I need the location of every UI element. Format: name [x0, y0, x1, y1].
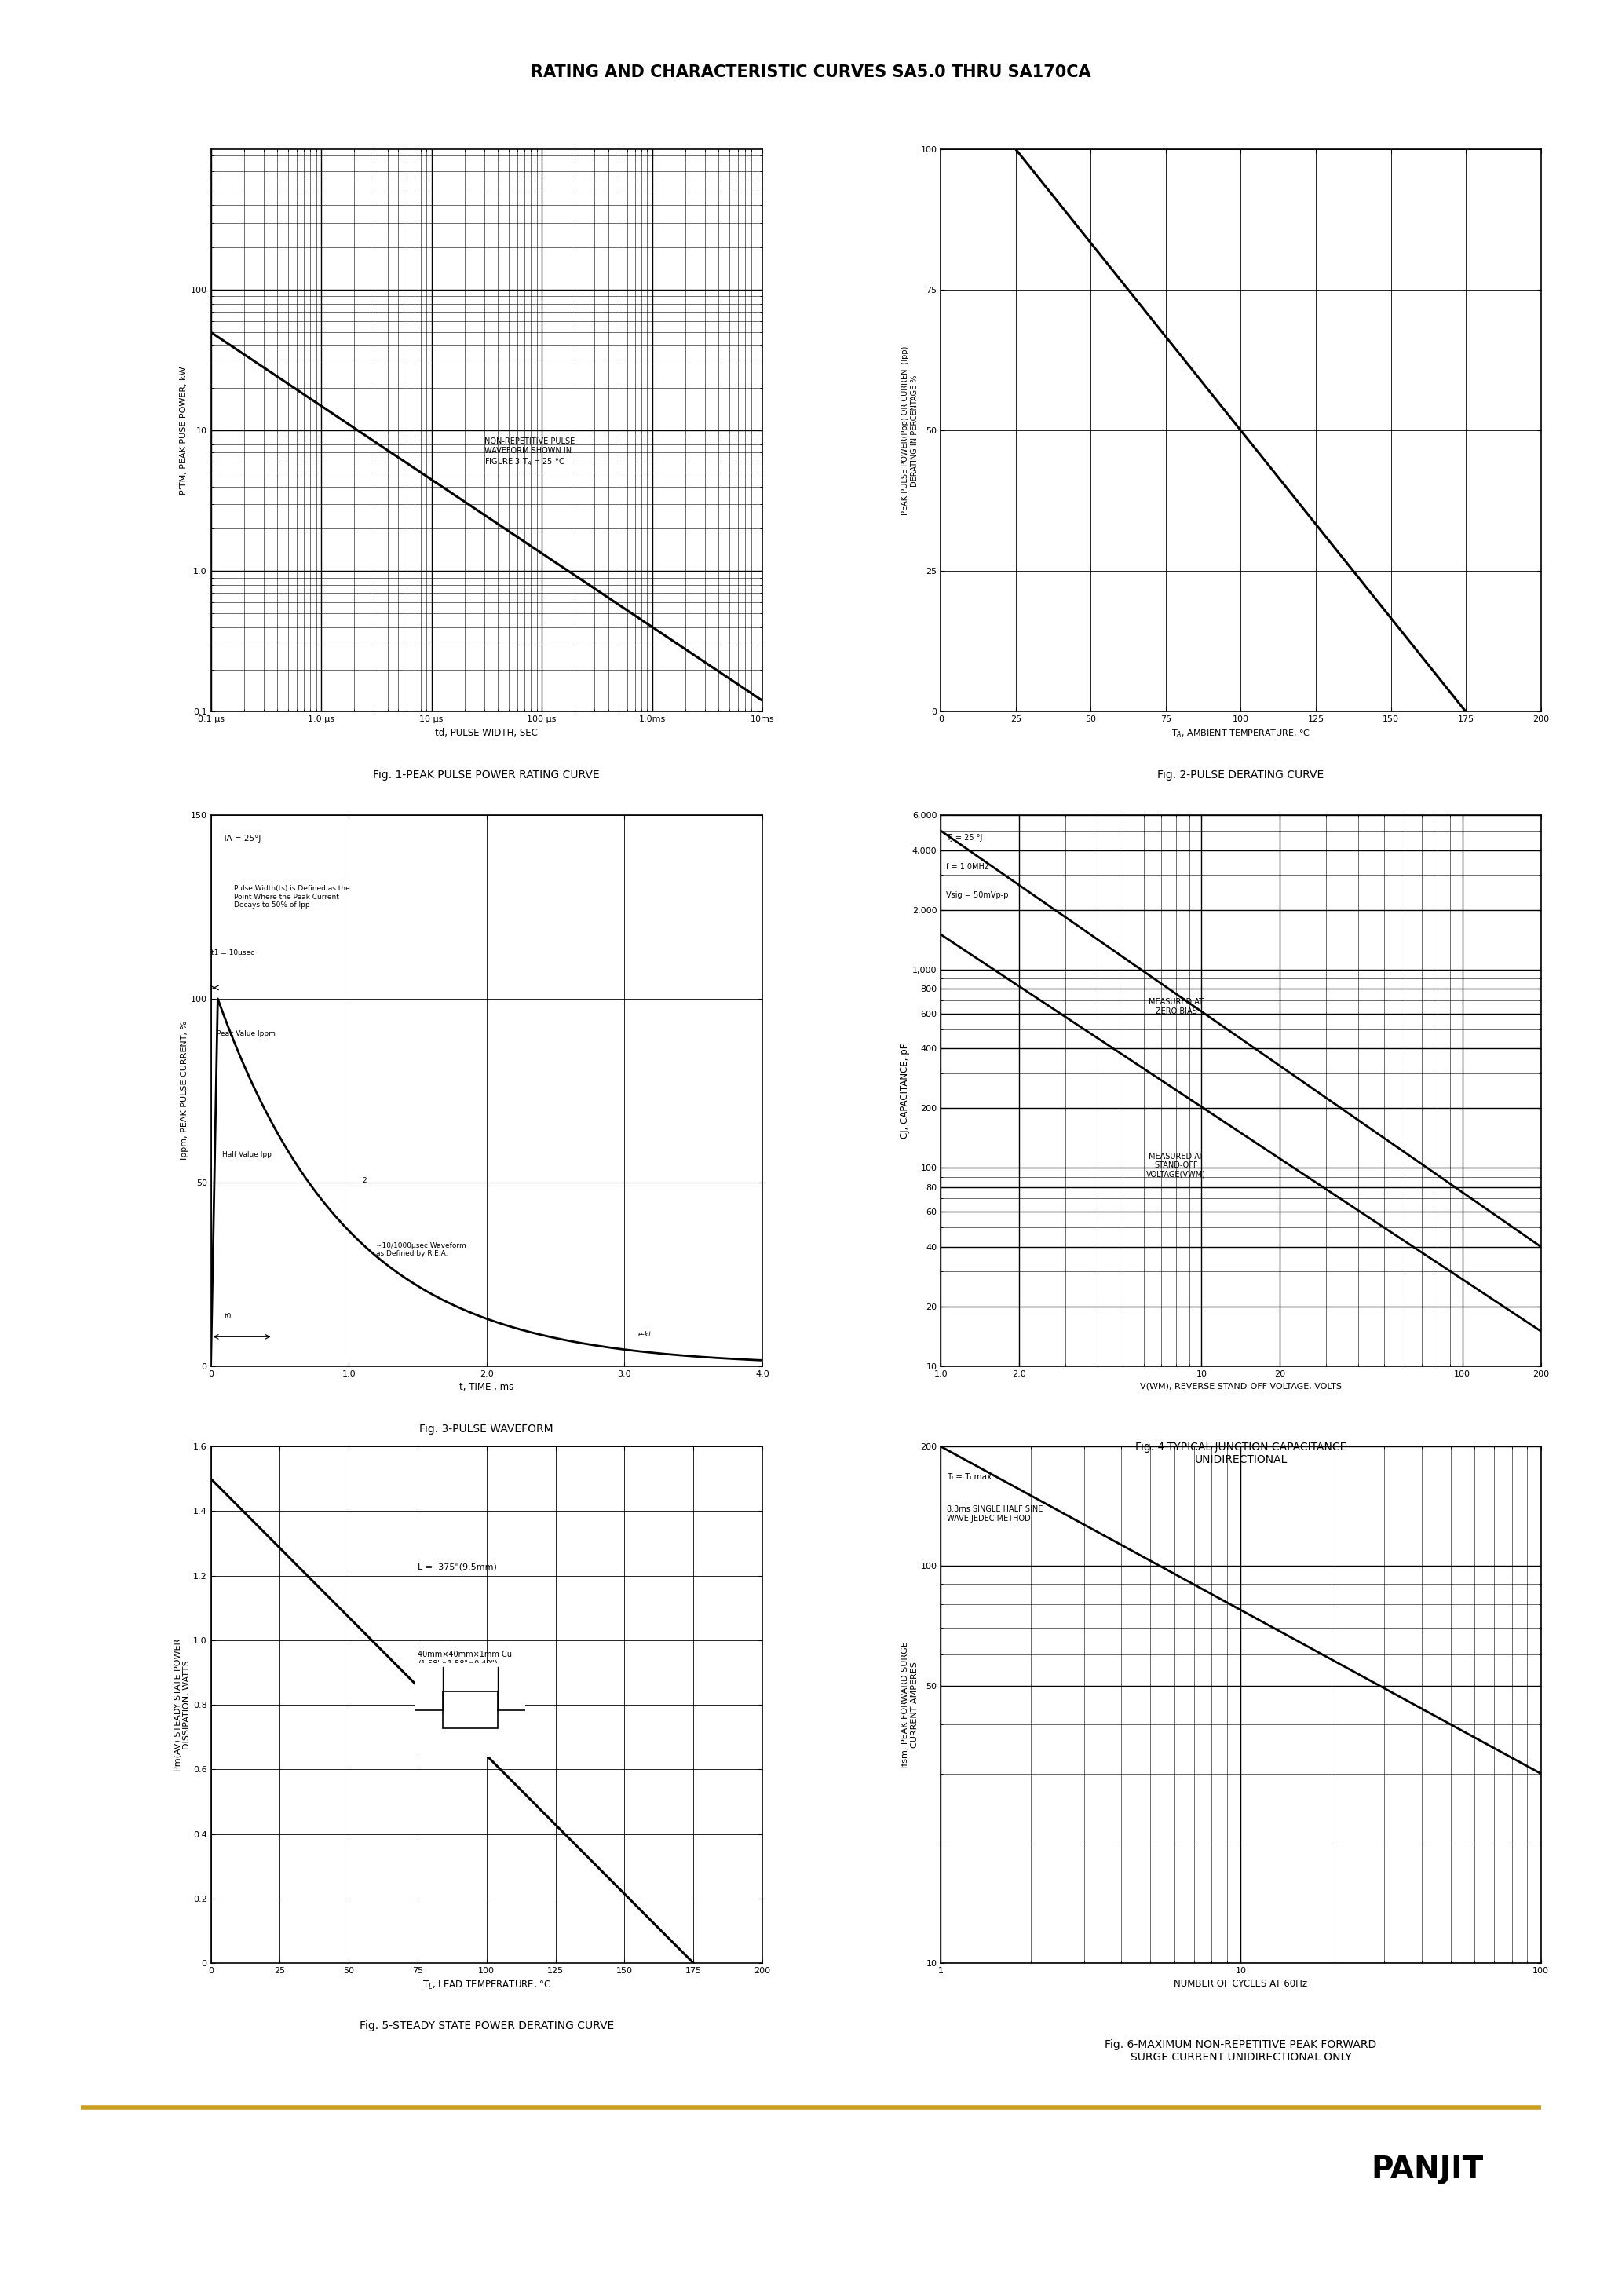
- X-axis label: td, PULSE WIDTH, SEC: td, PULSE WIDTH, SEC: [435, 728, 539, 737]
- Text: e-kt: e-kt: [639, 1332, 652, 1339]
- Text: RATING AND CHARACTERISTIC CURVES SA5.0 THRU SA170CA: RATING AND CHARACTERISTIC CURVES SA5.0 T…: [530, 64, 1092, 80]
- Text: Fig. 5-STEADY STATE POWER DERATING CURVE: Fig. 5-STEADY STATE POWER DERATING CURVE: [360, 2020, 613, 2032]
- X-axis label: T$_A$, AMBIENT TEMPERATURE, °C: T$_A$, AMBIENT TEMPERATURE, °C: [1171, 728, 1311, 739]
- Y-axis label: P'TM, PEAK PUSE POWER, kW: P'TM, PEAK PUSE POWER, kW: [180, 367, 187, 494]
- Text: Fig. 2-PULSE DERATING CURVE: Fig. 2-PULSE DERATING CURVE: [1158, 769, 1324, 781]
- X-axis label: T$_L$, LEAD TEMPERATURE, °C: T$_L$, LEAD TEMPERATURE, °C: [422, 1979, 551, 1991]
- Text: t0: t0: [224, 1313, 232, 1320]
- X-axis label: NUMBER OF CYCLES AT 60Hz: NUMBER OF CYCLES AT 60Hz: [1174, 1979, 1307, 1988]
- Y-axis label: Pm(AV) STEADY STATE POWER
DISSIPATION, WATTS: Pm(AV) STEADY STATE POWER DISSIPATION, W…: [174, 1639, 191, 1770]
- Text: 40mm×40mm×1mm Cu
(1.58"×1.58"×0.40"): 40mm×40mm×1mm Cu (1.58"×1.58"×0.40"): [418, 1651, 513, 1667]
- Text: TA = 25°J: TA = 25°J: [222, 833, 261, 843]
- Text: TJ = 25 °J: TJ = 25 °J: [946, 833, 983, 840]
- X-axis label: V(WM), REVERSE STAND-OFF VOLTAGE, VOLTS: V(WM), REVERSE STAND-OFF VOLTAGE, VOLTS: [1140, 1382, 1341, 1389]
- Text: 2: 2: [363, 1178, 367, 1185]
- Text: L = .375"(9.5mm): L = .375"(9.5mm): [418, 1564, 496, 1570]
- Y-axis label: CJ, CAPACITANCE, pF: CJ, CAPACITANCE, pF: [900, 1042, 910, 1139]
- Text: PANJIT: PANJIT: [1371, 2156, 1484, 2183]
- Text: Tₗ = Tₗ max: Tₗ = Tₗ max: [947, 1474, 993, 1481]
- X-axis label: t, TIME , ms: t, TIME , ms: [459, 1382, 514, 1391]
- Text: Pulse Width(ts) is Defined as the
Point Where the Peak Current
Decays to 50% of : Pulse Width(ts) is Defined as the Point …: [234, 884, 350, 909]
- Text: Fig. 3-PULSE WAVEFORM: Fig. 3-PULSE WAVEFORM: [420, 1424, 553, 1435]
- Text: Fig. 4-TYPICAL JUNCTION CAPACITANCE
UNIDIRECTIONAL: Fig. 4-TYPICAL JUNCTION CAPACITANCE UNID…: [1135, 1442, 1346, 1465]
- Text: MEASURED AT
ZERO BIAS: MEASURED AT ZERO BIAS: [1148, 999, 1204, 1015]
- Text: Half Value Ipp: Half Value Ipp: [222, 1150, 271, 1157]
- Text: Peak Value Ippm: Peak Value Ippm: [216, 1031, 276, 1038]
- Text: 8.3ms SINGLE HALF SINE
WAVE JEDEC METHOD: 8.3ms SINGLE HALF SINE WAVE JEDEC METHOD: [947, 1506, 1043, 1522]
- Text: ~10/1000μsec Waveform
as Defined by R.E.A.: ~10/1000μsec Waveform as Defined by R.E.…: [376, 1242, 467, 1258]
- Text: f = 1.0MHz: f = 1.0MHz: [946, 863, 988, 870]
- Text: Fig. 6-MAXIMUM NON-REPETITIVE PEAK FORWARD
SURGE CURRENT UNIDIRECTIONAL ONLY: Fig. 6-MAXIMUM NON-REPETITIVE PEAK FORWA…: [1105, 2039, 1377, 2062]
- Text: Vsig = 50mVp-p: Vsig = 50mVp-p: [946, 891, 1009, 900]
- Y-axis label: PEAK PULSE POWER(Ppp) OR CURRENT(Ipp)
DERATING IN PERCENTAGE %: PEAK PULSE POWER(Ppp) OR CURRENT(Ipp) DE…: [902, 347, 918, 514]
- Text: NON-REPETITIVE PULSE
WAVEFORM SHOWN IN
FIGURE 3 T$_A$ = 25 °C: NON-REPETITIVE PULSE WAVEFORM SHOWN IN F…: [483, 439, 574, 466]
- Y-axis label: Ippm, PEAK PULSE CURRENT, %: Ippm, PEAK PULSE CURRENT, %: [180, 1022, 188, 1159]
- Text: Fig. 1-PEAK PULSE POWER RATING CURVE: Fig. 1-PEAK PULSE POWER RATING CURVE: [373, 769, 600, 781]
- Text: t1 = 10μsec: t1 = 10μsec: [211, 948, 255, 955]
- Y-axis label: Ifsm, PEAK FORWARD SURGE
CURRENT AMPERES: Ifsm, PEAK FORWARD SURGE CURRENT AMPERES: [902, 1642, 918, 1768]
- Text: MEASURED AT
STAND-OFF
VOLTAGE(VWM): MEASURED AT STAND-OFF VOLTAGE(VWM): [1147, 1153, 1207, 1178]
